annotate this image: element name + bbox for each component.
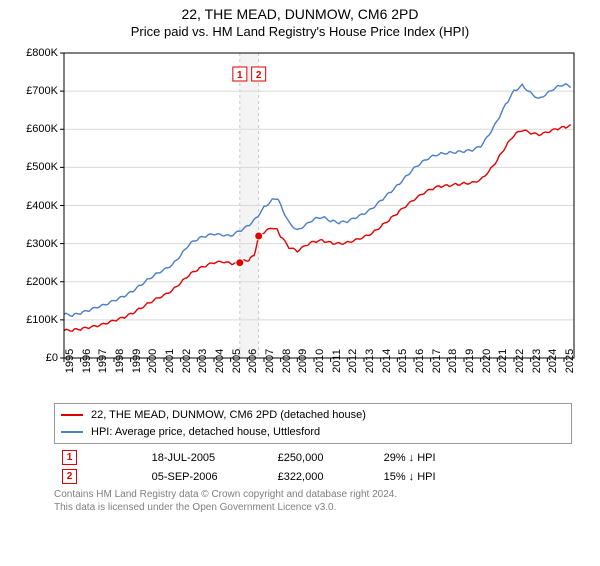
x-tick-label: 2020 — [481, 349, 493, 373]
y-tick-label: £200K — [26, 276, 58, 288]
x-tick-label: 2023 — [531, 349, 543, 373]
footer: Contains HM Land Registry data © Crown c… — [54, 488, 572, 514]
x-tick-label: 2016 — [414, 349, 426, 373]
chart-area: 1 2 £0 £100K £200K £300K £400K £500K £600K £700K… — [10, 43, 590, 403]
legend-swatch — [61, 414, 83, 416]
legend-item: 22, THE MEAD, DUNMOW, CM6 2PD (detached … — [61, 407, 565, 424]
y-tick-label: £400K — [26, 200, 58, 212]
x-tick-label: 2015 — [397, 349, 409, 373]
x-tick-label: 2017 — [431, 349, 443, 373]
sales-table: 1 18-JUL-2005£250,00029% ↓ HPI 2 05-SEP-200… — [54, 448, 572, 486]
x-tick-label: 1999 — [131, 349, 143, 373]
x-tick-label: 2007 — [264, 349, 276, 373]
sale-row: 2 05-SEP-2006£322,00015% ↓ HPI — [54, 467, 572, 486]
x-tick-label: 2003 — [197, 349, 209, 373]
y-tick-label: £800K — [26, 47, 58, 59]
x-tick-label: 1997 — [97, 349, 109, 373]
legend-text: HPI: Average price, detached house, Uttl… — [91, 424, 320, 441]
y-tick-label: £700K — [26, 85, 58, 97]
x-tick-label: 2022 — [514, 349, 526, 373]
y-tick-label: £300K — [26, 238, 58, 250]
x-tick-label: 2024 — [547, 349, 559, 373]
y-tick-label: £600K — [26, 123, 58, 135]
title-main: 22, THE MEAD, DUNMOW, CM6 2PD — [0, 6, 600, 22]
x-tick-label: 2009 — [297, 349, 309, 373]
x-tick-label: 2000 — [147, 349, 159, 373]
x-tick-label: 2006 — [247, 349, 259, 373]
footer-line1: Contains HM Land Registry data © Crown c… — [54, 488, 572, 501]
x-tick-label: 2001 — [164, 349, 176, 373]
x-tick-label: 2002 — [181, 349, 193, 373]
footer-line2: This data is licensed under the Open Gov… — [54, 501, 572, 514]
sale-date: 18-JUL-2005 — [144, 448, 270, 467]
sale-row: 1 18-JUL-2005£250,00029% ↓ HPI — [54, 448, 572, 467]
x-tick-label: 2014 — [381, 349, 393, 373]
legend-text: 22, THE MEAD, DUNMOW, CM6 2PD (detached … — [91, 407, 366, 424]
x-tick-label: 2012 — [347, 349, 359, 373]
legend: 22, THE MEAD, DUNMOW, CM6 2PD (detached … — [54, 403, 572, 444]
x-tick-label: 1998 — [114, 349, 126, 373]
x-tick-label: 2025 — [564, 349, 576, 373]
sale-marker: 2 — [62, 469, 77, 484]
x-tick-label: 1996 — [81, 349, 93, 373]
x-tick-label: 2021 — [497, 349, 509, 373]
x-tick-label: 1995 — [64, 349, 76, 373]
sale-vs-hpi: 15% ↓ HPI — [376, 467, 572, 486]
legend-item: HPI: Average price, detached house, Uttl… — [61, 424, 565, 441]
title-sub: Price paid vs. HM Land Registry's House … — [0, 24, 600, 39]
sale-date: 05-SEP-2006 — [144, 467, 270, 486]
svg-text:2: 2 — [256, 70, 262, 81]
x-tick-label: 2004 — [214, 349, 226, 373]
x-tick-label: 2013 — [364, 349, 376, 373]
sale-vs-hpi: 29% ↓ HPI — [376, 448, 572, 467]
sale-marker: 1 — [62, 450, 77, 465]
y-tick-label: £100K — [26, 314, 58, 326]
legend-swatch — [61, 431, 83, 433]
svg-text:1: 1 — [237, 70, 243, 81]
x-tick-label: 2019 — [464, 349, 476, 373]
x-tick-label: 2011 — [331, 349, 343, 373]
x-tick-label: 2005 — [231, 349, 243, 373]
x-tick-label: 2010 — [314, 349, 326, 373]
x-tick-label: 2008 — [281, 349, 293, 373]
y-tick-label: £0 — [46, 352, 58, 364]
y-tick-label: £500K — [26, 161, 58, 173]
x-tick-label: 2018 — [447, 349, 459, 373]
sale-price: £250,000 — [270, 448, 376, 467]
sale-price: £322,000 — [270, 467, 376, 486]
